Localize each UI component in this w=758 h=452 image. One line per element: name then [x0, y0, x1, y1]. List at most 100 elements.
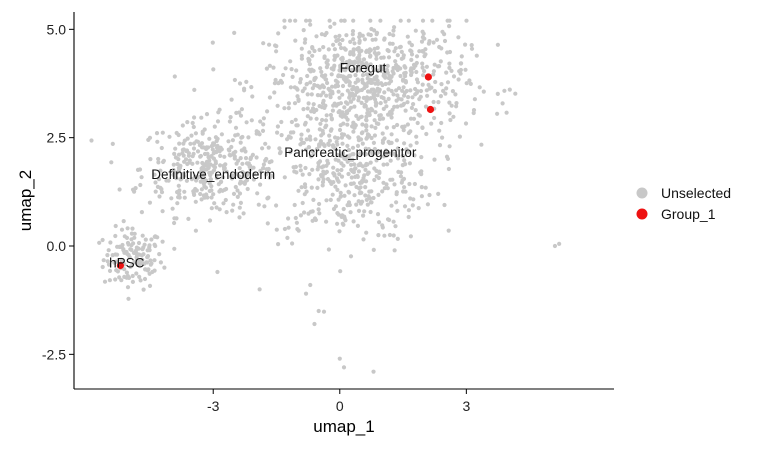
- unselected-point: [198, 191, 203, 197]
- unselected-point: [352, 104, 357, 109]
- unselected-point: [335, 142, 340, 147]
- unselected-point: [149, 237, 154, 242]
- unselected-point: [369, 149, 374, 154]
- unselected-point: [337, 95, 342, 100]
- unselected-point: [337, 68, 342, 73]
- unselected-point: [387, 81, 392, 86]
- unselected-point: [350, 32, 355, 37]
- unselected-point: [431, 69, 436, 74]
- unselected-point: [495, 111, 500, 116]
- unselected-point: [315, 167, 320, 172]
- unselected-point: [398, 73, 403, 79]
- unselected-point: [390, 107, 395, 112]
- unselected-point: [113, 233, 118, 239]
- unselected-point: [200, 165, 205, 170]
- unselected-point: [402, 158, 407, 163]
- unselected-point: [513, 91, 518, 96]
- unselected-point: [451, 114, 456, 119]
- unselected-point: [366, 32, 371, 37]
- unselected-point: [172, 220, 177, 226]
- unselected-point: [289, 119, 294, 125]
- unselected-point: [552, 243, 558, 249]
- unselected-point: [312, 48, 317, 54]
- unselected-point: [354, 113, 359, 118]
- unselected-point: [278, 78, 283, 83]
- unselected-point: [231, 151, 236, 156]
- unselected-point: [239, 148, 244, 153]
- unselected-point: [377, 169, 382, 174]
- unselected-point: [352, 162, 357, 167]
- unselected-point: [364, 124, 369, 129]
- unselected-point: [331, 165, 336, 170]
- unselected-point: [293, 215, 298, 221]
- unselected-point: [156, 160, 161, 165]
- unselected-point: [336, 101, 341, 107]
- unselected-point: [299, 53, 304, 58]
- unselected-point: [158, 168, 163, 173]
- unselected-point: [293, 18, 298, 23]
- unselected-point: [442, 38, 448, 44]
- axes-layer: -3 0 3 -2.5 0.0 2.5 5.0: [42, 12, 614, 414]
- unselected-point: [167, 134, 172, 139]
- unselected-point: [376, 233, 381, 238]
- unselected-point: [351, 47, 356, 52]
- unselected-point: [212, 124, 217, 129]
- unselected-point: [408, 196, 413, 201]
- unselected-point: [464, 18, 469, 23]
- unselected-point: [323, 118, 329, 123]
- unselected-point: [340, 92, 345, 97]
- unselected-point: [241, 211, 246, 216]
- unselected-point: [335, 168, 340, 173]
- unselected-point: [233, 125, 239, 130]
- unselected-point: [504, 110, 509, 115]
- unselected-point: [371, 195, 376, 201]
- unselected-point: [338, 123, 343, 128]
- unselected-point: [352, 193, 357, 198]
- unselected-point: [395, 64, 401, 69]
- unselected-point: [257, 287, 262, 292]
- unselected-point: [159, 145, 164, 151]
- unselected-point: [365, 171, 370, 176]
- unselected-point: [405, 100, 410, 105]
- unselected-point: [459, 54, 464, 59]
- unselected-point: [356, 135, 361, 140]
- unselected-point: [239, 107, 244, 112]
- unselected-point: [371, 140, 376, 145]
- unselected-point: [456, 77, 461, 82]
- legend-item: Unselected: [636, 185, 731, 201]
- unselected-point: [217, 107, 222, 112]
- unselected-point: [403, 189, 408, 194]
- unselected-point: [282, 25, 287, 30]
- unselected-point: [292, 101, 298, 106]
- unselected-point: [464, 81, 469, 86]
- unselected-point: [218, 153, 223, 158]
- unselected-point: [414, 54, 420, 59]
- unselected-point: [240, 161, 245, 166]
- unselected-point: [357, 31, 362, 36]
- unselected-point: [152, 242, 157, 247]
- unselected-point: [299, 132, 304, 137]
- unselected-point: [321, 131, 326, 136]
- unselected-point: [447, 100, 452, 105]
- y-tick-label: 0.0: [47, 238, 67, 254]
- unselected-point: [192, 115, 197, 120]
- cluster-label: Definitive_endoderm: [151, 167, 275, 182]
- unselected-point: [229, 144, 234, 150]
- unselected-point: [363, 167, 368, 172]
- unselected-point: [106, 262, 112, 267]
- unselected-point: [469, 43, 474, 48]
- unselected-point: [107, 268, 113, 273]
- unselected-point: [304, 137, 309, 142]
- unselected-point: [208, 170, 213, 175]
- unselected-point: [439, 82, 444, 87]
- unselected-point: [342, 18, 347, 23]
- unselected-point: [266, 195, 271, 200]
- unselected-point: [436, 191, 441, 196]
- unselected-point: [283, 66, 288, 71]
- unselected-point: [360, 33, 365, 38]
- unselected-point: [203, 178, 209, 183]
- unselected-point: [380, 131, 385, 136]
- unselected-point: [408, 234, 413, 239]
- unselected-point: [313, 137, 318, 142]
- unselected-point: [237, 81, 243, 86]
